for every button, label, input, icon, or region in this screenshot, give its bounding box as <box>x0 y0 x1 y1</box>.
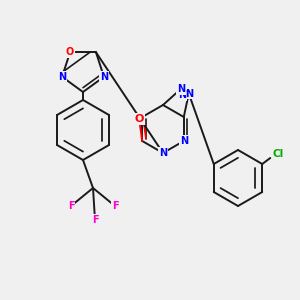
Text: N: N <box>177 84 185 94</box>
Text: F: F <box>68 201 74 211</box>
Text: N: N <box>180 136 188 146</box>
Text: N: N <box>185 88 193 98</box>
Text: O: O <box>134 114 144 124</box>
Text: Cl: Cl <box>273 149 284 159</box>
Text: N: N <box>178 90 187 100</box>
Text: N: N <box>58 72 66 82</box>
Text: F: F <box>92 215 98 225</box>
Text: N: N <box>159 148 167 158</box>
Text: F: F <box>112 201 118 211</box>
Text: O: O <box>66 47 74 57</box>
Text: N: N <box>100 72 108 82</box>
